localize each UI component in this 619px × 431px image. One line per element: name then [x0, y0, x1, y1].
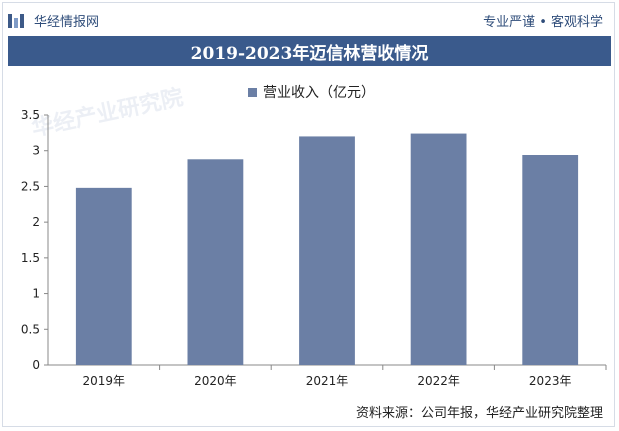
bar	[299, 136, 355, 365]
bar	[187, 159, 244, 365]
x-tick-label: 2022年	[417, 374, 460, 388]
y-tick-label: 3	[32, 144, 40, 158]
tagline: 专业严谨 • 客观科学	[483, 14, 603, 30]
x-tick-label: 2019年	[83, 374, 126, 388]
brand: 华经情报网	[8, 11, 99, 30]
y-tick-label: 1.5	[21, 251, 40, 265]
x-tick-label: 2021年	[306, 374, 349, 388]
legend-swatch	[248, 87, 257, 97]
bar	[75, 187, 132, 365]
chart-title: 2019-2023年迈信林营收情况	[8, 36, 611, 66]
header: 华经情报网 专业严谨 • 客观科学	[8, 6, 611, 34]
legend: 营业收入（亿元）	[248, 82, 375, 102]
source-note: 资料来源：公司年报，华经产业研究院整理	[355, 406, 603, 421]
chart-frame	[2, 2, 615, 427]
x-tick-label: 2023年	[529, 374, 572, 388]
x-tick-label: 2020年	[194, 374, 237, 388]
y-tick-label: 1	[32, 287, 40, 301]
y-tick-label: 3.5	[21, 108, 40, 122]
bar	[522, 155, 579, 365]
y-tick-label: 2.5	[21, 179, 40, 193]
brand-name: 华经情报网	[34, 14, 100, 30]
y-tick-label: 2	[32, 215, 40, 229]
logo-icon	[8, 12, 28, 28]
y-tick-label: 0.5	[21, 322, 40, 336]
bar	[410, 133, 467, 365]
y-tick-label: 0	[32, 358, 40, 372]
legend-label: 营业收入（亿元）	[263, 85, 375, 101]
